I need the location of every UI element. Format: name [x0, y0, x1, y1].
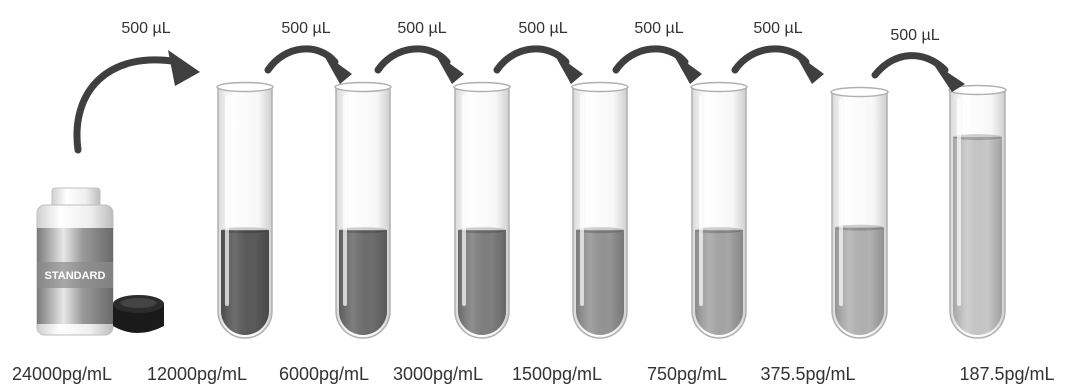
arrow-shaft [612, 45, 689, 74]
tube-liquid-shade [953, 137, 1002, 335]
concentration-label-tube-6: 375.5pg/mL [760, 364, 855, 384]
transfer-labels: 500 µL 500 µL 500 µL 500 µL 500 µL 500 µ… [121, 20, 939, 44]
tube-liquid-surface [339, 227, 387, 234]
transfer-label-6: 500 µL [753, 20, 802, 37]
concentration-label-tube-1: 12000pg/mL [147, 364, 247, 384]
tube-liquid-surface [695, 227, 743, 234]
transfer-arrow-7 [871, 52, 965, 92]
bottle-label-stripe [37, 262, 113, 288]
tube-rim [216, 81, 274, 93]
arrow-shaft [871, 52, 949, 79]
transfer-arrow-4 [493, 45, 583, 84]
concentration-label-tube-3: 3000pg/mL [393, 364, 483, 384]
transfer-arrows [73, 45, 965, 154]
tube-4 [571, 81, 629, 339]
bottle-cap [113, 295, 164, 333]
standard-bottle: STANDARD [36, 187, 114, 336]
tube-5 [690, 81, 748, 339]
transfer-arrow-2 [264, 45, 352, 84]
transfer-label-7: 500 µL [890, 27, 939, 44]
arrow-head [672, 52, 702, 84]
transfer-label-5: 500 µL [634, 20, 683, 37]
transfer-label-1: 500 µL [121, 20, 170, 37]
tube-highlight [957, 98, 961, 306]
tube-2 [334, 81, 392, 339]
tube-highlight [343, 95, 347, 306]
concentration-label-standard: 24000pg/mL [12, 364, 112, 384]
arrow-shaft [374, 45, 451, 74]
transfer-arrow-3 [374, 45, 464, 84]
cap-rim-highlight [120, 298, 157, 308]
tube-liquid-shade [221, 230, 269, 335]
tube-liquid-surface [953, 134, 1002, 141]
concentration-labels: 24000pg/mL 12000pg/mL 6000pg/mL 3000pg/m… [12, 364, 1055, 384]
arrow-head [553, 52, 583, 84]
tube-rim [830, 86, 889, 98]
transfer-arrow-5 [612, 45, 702, 84]
tubes [216, 81, 1007, 339]
tube-6 [830, 86, 889, 339]
tube-highlight [839, 100, 843, 306]
tube-liquid-surface [576, 227, 624, 234]
tube-1 [216, 81, 274, 339]
transfer-label-2: 500 µL [281, 20, 330, 37]
tube-liquid-shade [458, 230, 506, 335]
tube-rim [334, 81, 392, 93]
tube-highlight [225, 95, 229, 306]
tube-rim [453, 81, 511, 93]
tube-liquid-surface [835, 224, 884, 231]
transfer-label-4: 500 µL [518, 20, 567, 37]
arrow-head [322, 52, 352, 84]
tube-liquid-shade [835, 227, 884, 335]
tube-liquid-shade [339, 230, 387, 335]
concentration-label-tube-4: 1500pg/mL [512, 364, 602, 384]
arrow-shaft [731, 45, 810, 74]
arrow-head [168, 50, 200, 86]
tube-liquid-surface [458, 227, 506, 234]
arrow-head [932, 62, 965, 92]
transfer-arrow-6 [731, 45, 824, 84]
arrow-shaft [73, 56, 182, 154]
arrow-shaft [493, 45, 570, 74]
bottle-label: STANDARD [45, 270, 106, 282]
tube-rim [690, 81, 748, 93]
tube-highlight [580, 95, 584, 306]
transfer-label-3: 500 µL [397, 20, 446, 37]
tube-liquid-surface [221, 227, 269, 234]
tube-liquid-shade [576, 230, 624, 335]
arrow-shaft [264, 45, 339, 74]
tube-liquid-shade [695, 230, 743, 335]
arrow-head [434, 52, 464, 84]
concentration-label-tube-5: 750pg/mL [647, 364, 727, 384]
tube-3 [453, 81, 511, 339]
transfer-arrow-1 [73, 50, 200, 154]
tube-rim [571, 81, 629, 93]
tube-rim [948, 84, 1007, 96]
concentration-label-tube-2: 6000pg/mL [279, 364, 369, 384]
arrow-head [794, 52, 824, 84]
tube-highlight [699, 95, 703, 306]
concentration-label-tube-7: 187.5pg/mL [959, 364, 1054, 384]
tube-highlight [462, 95, 466, 306]
tube-7 [948, 84, 1007, 339]
